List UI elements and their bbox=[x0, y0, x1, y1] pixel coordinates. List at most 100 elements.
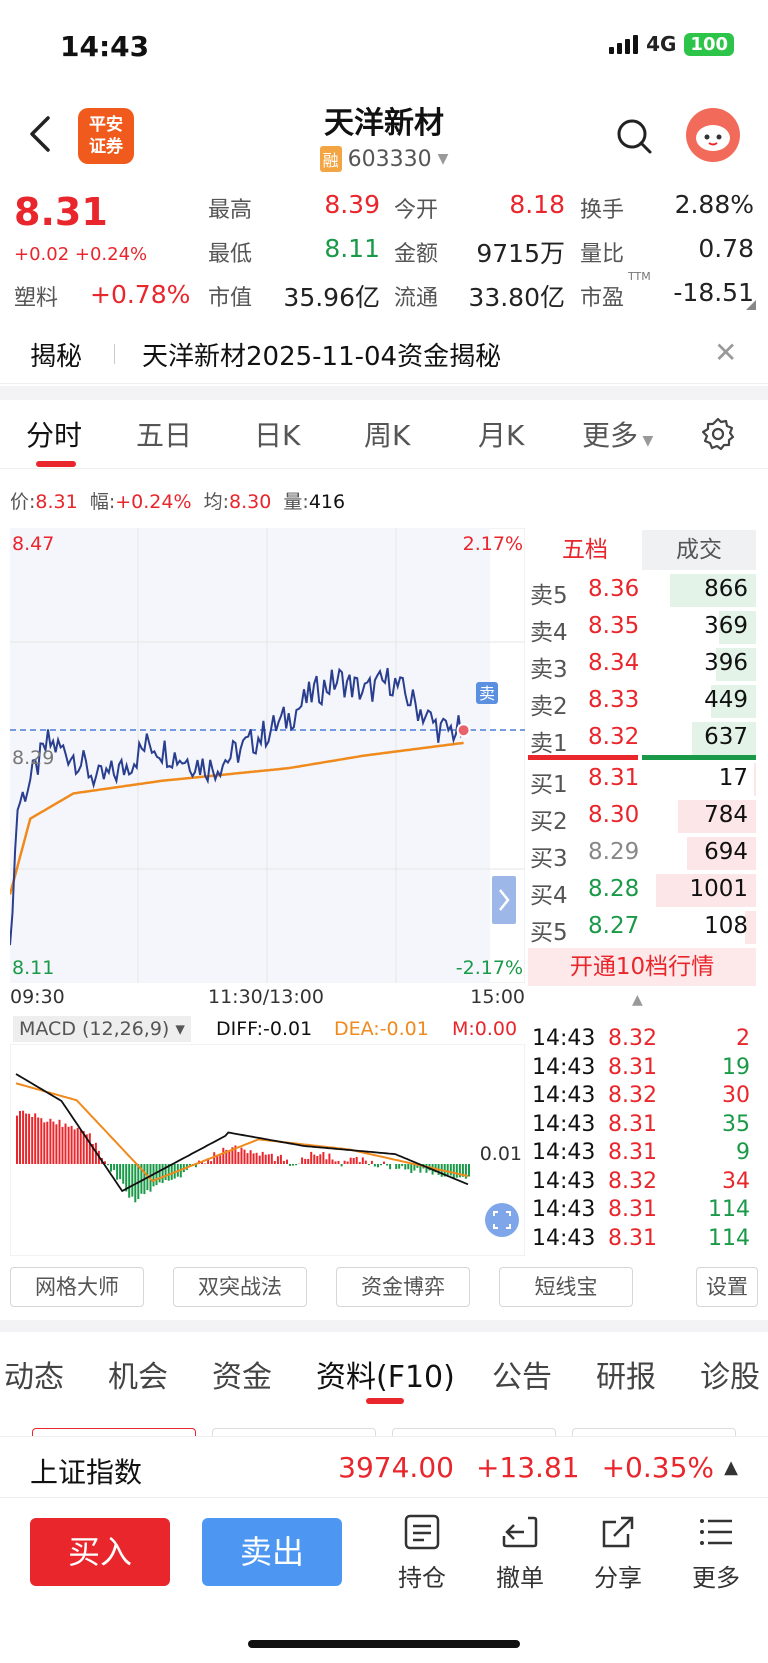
macd-bar bbox=[155, 1164, 158, 1186]
buy-button[interactable]: 买入 bbox=[30, 1518, 170, 1586]
ask-level-row[interactable]: 卖3 8.34 396 bbox=[528, 646, 756, 683]
tab-f10[interactable]: 资料(F10) bbox=[316, 1360, 455, 1395]
intraday-price-chart[interactable]: 8.47 2.17% 8.29 8.11 -2.17% 卖 bbox=[10, 528, 525, 983]
indicator-selector-label: MACD (12,26,9) bbox=[19, 1018, 170, 1040]
tab-funds[interactable]: 资金 bbox=[212, 1360, 272, 1395]
chevron-right-icon bbox=[499, 889, 510, 911]
close-icon[interactable]: ✕ bbox=[714, 336, 738, 369]
macd-bar bbox=[140, 1164, 143, 1194]
level-vol: 449 bbox=[704, 687, 748, 713]
macd-bar bbox=[119, 1164, 122, 1180]
fullscreen-button[interactable] bbox=[485, 1203, 519, 1237]
macd-diff: DIFF:-0.01 bbox=[216, 1018, 313, 1040]
macd-bar bbox=[76, 1127, 79, 1164]
ask-level-row[interactable]: 卖1 8.32 637 bbox=[528, 720, 756, 757]
bid-level-row[interactable]: 买3 8.29 694 bbox=[528, 835, 756, 872]
ask-level-row[interactable]: 卖2 8.33 449 bbox=[528, 683, 756, 720]
caret-down-icon: ▼ bbox=[437, 151, 449, 167]
tick-price: 8.31 bbox=[608, 1054, 657, 1080]
macd-bar bbox=[107, 1164, 109, 1166]
tab-five-levels[interactable]: 五档 bbox=[562, 537, 608, 563]
indicator-selector[interactable]: MACD (12,26,9) ▾ bbox=[13, 1016, 191, 1042]
tick-time: 14:43 bbox=[532, 1083, 596, 1108]
tab-intraday[interactable]: 分时 bbox=[26, 419, 83, 452]
cancel-order-button[interactable]: 撤单 bbox=[480, 1512, 560, 1593]
pe-label: 市盈 bbox=[580, 286, 625, 311]
gear-icon[interactable] bbox=[700, 416, 736, 452]
sell-button[interactable]: 卖出 bbox=[202, 1518, 342, 1586]
tick-time: 14:43 bbox=[532, 1111, 596, 1137]
macd-bar bbox=[43, 1122, 46, 1164]
tab-weekly-k[interactable]: 周K bbox=[364, 419, 411, 452]
assistant-avatar[interactable] bbox=[686, 108, 740, 162]
share-button[interactable]: 分享 bbox=[578, 1512, 658, 1593]
bid-level-row[interactable]: 买1 8.31 17 bbox=[528, 761, 756, 798]
stock-code-selector[interactable]: 融 603330 ▼ bbox=[0, 146, 768, 172]
macd-bar bbox=[270, 1153, 273, 1164]
turnover-label: 换手 bbox=[580, 198, 625, 223]
macd-bar bbox=[261, 1151, 264, 1164]
tick-vol: 2 bbox=[736, 1026, 750, 1051]
macd-bar bbox=[255, 1152, 258, 1164]
bid-level-row[interactable]: 买4 8.28 1001 bbox=[528, 872, 756, 909]
broker-logo[interactable]: 平安 证券 bbox=[78, 108, 134, 164]
back-arrow-icon[interactable] bbox=[26, 114, 56, 154]
undo-icon bbox=[502, 1516, 538, 1548]
tool-grid-master[interactable]: 网格大师 bbox=[10, 1267, 144, 1307]
market-index-bar[interactable]: 上证指数 3974.00 +13.81 +0.35% ▲ bbox=[0, 1436, 768, 1498]
tab-transactions[interactable]: 成交 bbox=[642, 530, 756, 570]
fund-reveal-banner[interactable]: 揭秘 天洋新材2025-11-04资金揭秘 ✕ bbox=[0, 322, 768, 384]
macd-bar bbox=[40, 1118, 43, 1164]
tool-fund-game[interactable]: 资金博弈 bbox=[336, 1267, 470, 1307]
sector-name[interactable]: 塑料 bbox=[14, 286, 59, 311]
macd-chart[interactable]: 0.01 bbox=[10, 1044, 525, 1256]
tab-announcements[interactable]: 公告 bbox=[492, 1360, 552, 1395]
tab-research[interactable]: 研报 bbox=[596, 1360, 656, 1395]
sell-marker-badge[interactable] bbox=[476, 682, 498, 704]
macd-bar bbox=[58, 1119, 61, 1164]
macd-bar bbox=[34, 1113, 37, 1164]
macd-bar bbox=[67, 1126, 70, 1164]
info-avg: 8.30 bbox=[229, 491, 272, 513]
macd-bar bbox=[364, 1160, 367, 1164]
caret-up-icon[interactable]: ▲ bbox=[724, 1457, 738, 1478]
search-icon[interactable] bbox=[614, 116, 654, 156]
more-button[interactable]: 更多 bbox=[676, 1512, 756, 1593]
caret-up-icon[interactable]: ▲ bbox=[632, 992, 643, 1008]
holdings-label: 持仓 bbox=[398, 1564, 446, 1592]
expand-panel-button[interactable] bbox=[492, 876, 516, 924]
macd-bar bbox=[383, 1161, 385, 1164]
tab-daily-k[interactable]: 日K bbox=[254, 419, 301, 452]
macd-bar bbox=[410, 1164, 413, 1173]
tab-five-day[interactable]: 五日 bbox=[136, 419, 193, 452]
tick-time: 14:43 bbox=[532, 1225, 596, 1251]
tab-opportunity[interactable]: 机会 bbox=[108, 1360, 168, 1395]
level-label: 卖2 bbox=[530, 694, 568, 720]
bid-level-row[interactable]: 买2 8.30 784 bbox=[528, 798, 756, 835]
upgrade-level10-button[interactable]: 开通10档行情 bbox=[528, 948, 756, 986]
expand-corner-icon[interactable] bbox=[746, 300, 756, 310]
macd-bar bbox=[28, 1113, 31, 1164]
pe-value: -18.51 bbox=[673, 278, 754, 307]
depth-bar bbox=[719, 611, 756, 644]
tab-monthly-k[interactable]: 月K bbox=[478, 419, 525, 452]
macd-bar bbox=[313, 1154, 316, 1164]
tab-news[interactable]: 动态 bbox=[4, 1360, 64, 1395]
macd-bar bbox=[455, 1164, 458, 1178]
ask-level-row[interactable]: 卖5 8.36 866 bbox=[528, 572, 756, 609]
ask-level-row[interactable]: 卖4 8.35 369 bbox=[528, 609, 756, 646]
tool-short-term[interactable]: 短线宝 bbox=[499, 1267, 633, 1307]
tool-settings[interactable]: 设置 bbox=[696, 1267, 758, 1307]
open-label: 今开 bbox=[394, 198, 439, 223]
tick-vol: 35 bbox=[722, 1111, 750, 1137]
tab-more[interactable]: 更多 ▼ bbox=[582, 414, 653, 454]
tick-price: 8.31 bbox=[608, 1111, 657, 1137]
macd-bar bbox=[25, 1113, 28, 1164]
macd-bar bbox=[267, 1154, 270, 1164]
index-value: 3974.00 bbox=[338, 1451, 454, 1484]
macd-bar bbox=[416, 1164, 419, 1168]
tab-diagnosis[interactable]: 诊股 bbox=[700, 1360, 760, 1395]
holdings-button[interactable]: 持仓 bbox=[382, 1512, 462, 1593]
tool-double-breakout[interactable]: 双突战法 bbox=[173, 1267, 307, 1307]
bid-level-row[interactable]: 买5 8.27 108 bbox=[528, 909, 756, 946]
